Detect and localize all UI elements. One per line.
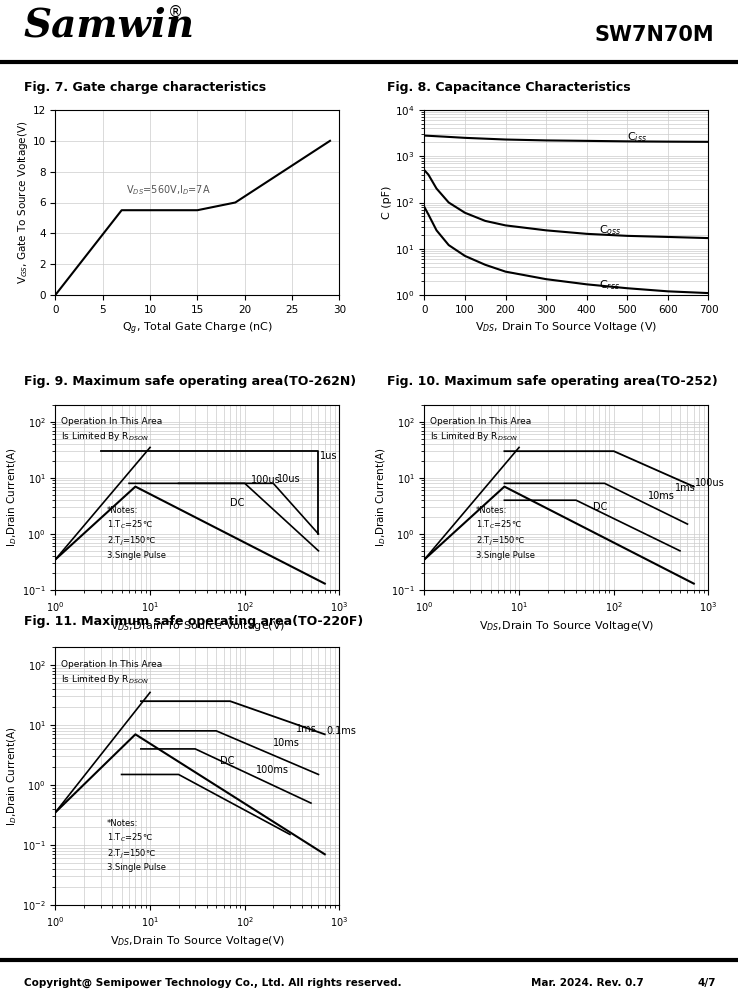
Text: V$_{DS}$=560V,I$_{D}$=7A: V$_{DS}$=560V,I$_{D}$=7A bbox=[126, 183, 211, 197]
Text: Mar. 2024. Rev. 0.7: Mar. 2024. Rev. 0.7 bbox=[531, 978, 644, 988]
Text: 100ms: 100ms bbox=[255, 765, 289, 775]
X-axis label: Q$_{g}$, Total Gate Charge (nC): Q$_{g}$, Total Gate Charge (nC) bbox=[122, 320, 273, 337]
Y-axis label: C (pF): C (pF) bbox=[382, 186, 393, 219]
X-axis label: V$_{DS}$,Drain To Source Voltage(V): V$_{DS}$,Drain To Source Voltage(V) bbox=[110, 619, 285, 633]
Text: Operation In This Area
Is Limited By R$_{DSON}$: Operation In This Area Is Limited By R$_… bbox=[430, 417, 531, 443]
Text: Samwin: Samwin bbox=[24, 6, 195, 44]
X-axis label: V$_{DS}$,Drain To Source Voltage(V): V$_{DS}$,Drain To Source Voltage(V) bbox=[110, 934, 285, 948]
Text: *Notes:
1.T$_{C}$=25℃
2.T$_{J}$=150℃
3.Single Pulse: *Notes: 1.T$_{C}$=25℃ 2.T$_{J}$=150℃ 3.S… bbox=[107, 506, 166, 560]
Text: 0.1ms: 0.1ms bbox=[326, 726, 356, 736]
Text: 4/7: 4/7 bbox=[697, 978, 716, 988]
Text: Fig. 9. Maximum safe operating area(TO-262N): Fig. 9. Maximum safe operating area(TO-2… bbox=[24, 374, 356, 387]
Y-axis label: I$_{D}$,Drain Current(A): I$_{D}$,Drain Current(A) bbox=[5, 448, 19, 547]
Text: Copyright@ Semipower Technology Co., Ltd. All rights reserved.: Copyright@ Semipower Technology Co., Ltd… bbox=[24, 978, 401, 988]
Text: C$_{iss}$: C$_{iss}$ bbox=[627, 130, 647, 144]
Text: *Notes:
1.T$_{C}$=25℃
2.T$_{J}$=150℃
3.Single Pulse: *Notes: 1.T$_{C}$=25℃ 2.T$_{J}$=150℃ 3.S… bbox=[107, 819, 166, 872]
Text: Operation In This Area
Is Limited By R$_{DSON}$: Operation In This Area Is Limited By R$_… bbox=[61, 417, 162, 443]
Text: Fig. 11. Maximum safe operating area(TO-220F): Fig. 11. Maximum safe operating area(TO-… bbox=[24, 614, 363, 628]
Text: DC: DC bbox=[220, 756, 235, 766]
Text: Operation In This Area
Is Limited By R$_{DSON}$: Operation In This Area Is Limited By R$_… bbox=[61, 660, 162, 686]
Text: C$_{oss}$: C$_{oss}$ bbox=[599, 223, 621, 237]
Text: 10ms: 10ms bbox=[648, 491, 675, 501]
Text: 10us: 10us bbox=[277, 474, 301, 484]
Text: 1ms: 1ms bbox=[296, 724, 317, 734]
Y-axis label: I$_{D}$,Drain Current(A): I$_{D}$,Drain Current(A) bbox=[374, 448, 388, 547]
Text: 1ms: 1ms bbox=[675, 483, 695, 493]
Text: SW7N70M: SW7N70M bbox=[595, 25, 714, 45]
Text: Fig. 8. Capacitance Characteristics: Fig. 8. Capacitance Characteristics bbox=[387, 82, 631, 95]
Text: 100us: 100us bbox=[695, 478, 725, 488]
Text: 1us: 1us bbox=[320, 451, 337, 461]
Text: 10ms: 10ms bbox=[273, 738, 300, 748]
Text: DC: DC bbox=[230, 498, 244, 508]
Text: DC: DC bbox=[593, 502, 607, 512]
Text: C$_{rss}$: C$_{rss}$ bbox=[599, 278, 620, 292]
Text: *Notes:
1.T$_{C}$=25℃
2.T$_{J}$=150℃
3.Single Pulse: *Notes: 1.T$_{C}$=25℃ 2.T$_{J}$=150℃ 3.S… bbox=[476, 506, 535, 560]
X-axis label: V$_{DS}$,Drain To Source Voltage(V): V$_{DS}$,Drain To Source Voltage(V) bbox=[479, 619, 654, 633]
X-axis label: V$_{DS}$, Drain To Source Voltage (V): V$_{DS}$, Drain To Source Voltage (V) bbox=[475, 320, 658, 334]
Y-axis label: V$_{GS}$, Gate To Source Voltage(V): V$_{GS}$, Gate To Source Voltage(V) bbox=[15, 121, 30, 284]
Text: 100us: 100us bbox=[250, 475, 280, 485]
Text: Fig. 7. Gate charge characteristics: Fig. 7. Gate charge characteristics bbox=[24, 82, 266, 95]
Text: Fig. 10. Maximum safe operating area(TO-252): Fig. 10. Maximum safe operating area(TO-… bbox=[387, 374, 718, 387]
Text: ®: ® bbox=[168, 5, 184, 20]
Y-axis label: I$_{D}$,Drain Current(A): I$_{D}$,Drain Current(A) bbox=[5, 726, 19, 826]
